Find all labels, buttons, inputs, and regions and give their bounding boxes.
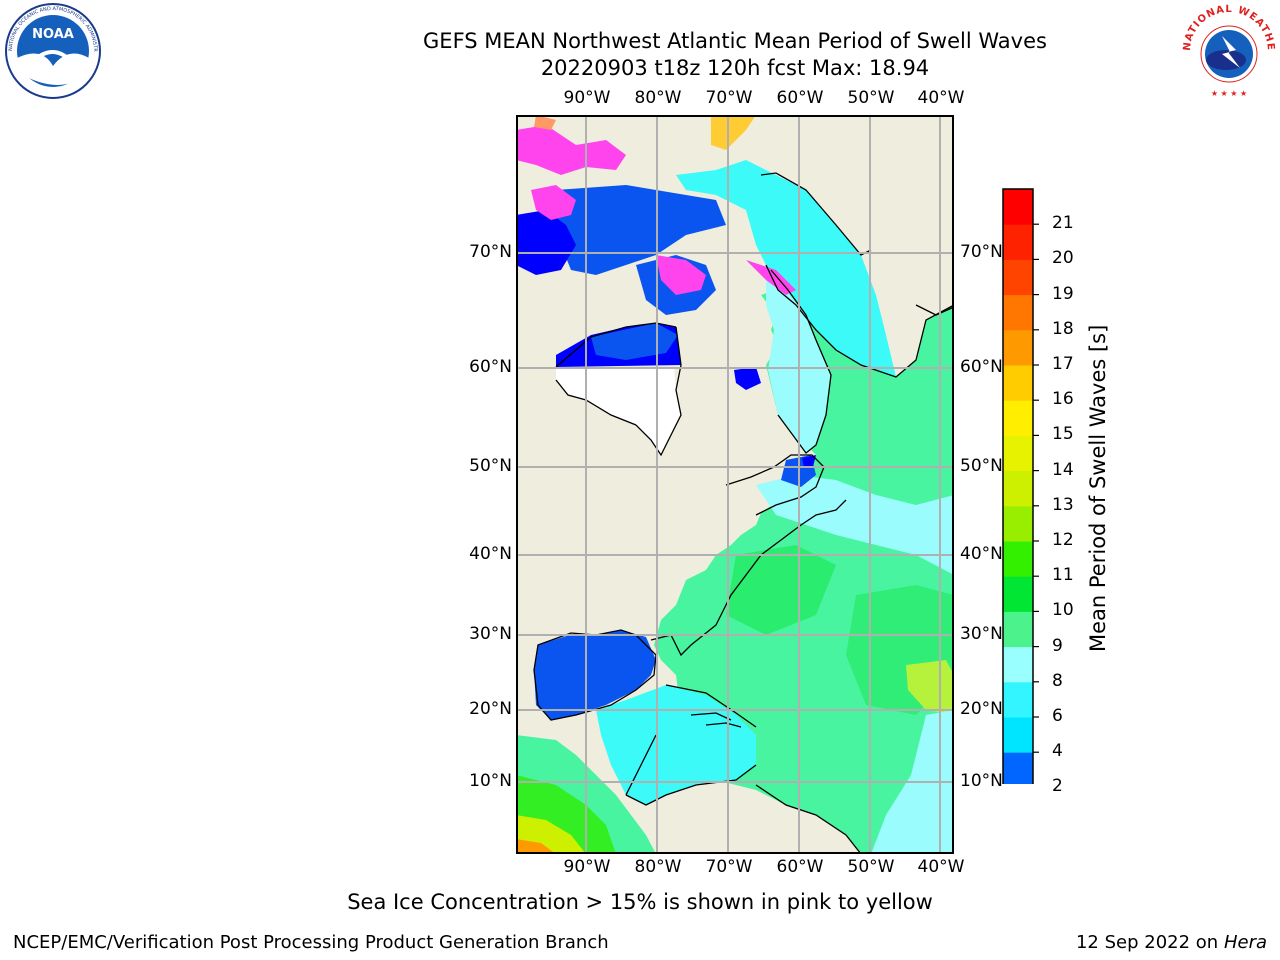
lat-label-left: 50°N — [469, 456, 512, 476]
nws-logo: NATIONAL WEATHER SERVICE ★ ★ ★ ★ — [1178, 2, 1276, 98]
lat-label-left: 60°N — [469, 357, 512, 377]
foxe-basin — [516, 210, 576, 275]
footer-producer: NCEP/EMC/Verification Post Processing Pr… — [13, 932, 609, 953]
colorbar-tick-label: 20 — [1052, 248, 1074, 269]
colorbar-tick-label: 10 — [1052, 600, 1074, 621]
sea-ice-yellow — [711, 115, 756, 150]
lon-label-bottom: 60°W — [776, 857, 824, 877]
eastern-pacific-orange — [516, 839, 556, 854]
colorbar-tick-label: 6 — [1052, 706, 1063, 726]
lat-label-left: 20°N — [469, 699, 512, 719]
colorbar-segment — [1003, 681, 1033, 718]
lat-label-left: 40°N — [469, 544, 512, 564]
colorbar-segment — [1003, 435, 1033, 472]
colorbar-tick-label: 11 — [1052, 565, 1074, 586]
lat-label-left: 30°N — [469, 624, 512, 644]
noaa-logo-text: NOAA — [32, 27, 74, 42]
lat-label-left: 70°N — [469, 242, 512, 262]
colorbar-segment — [1003, 576, 1033, 612]
noaa-logo: NOAA NATIONAL OCEANIC AND ATMOSPHERIC AD… — [2, 2, 101, 99]
lat-label-right: 20°N — [960, 699, 1003, 719]
lon-label-bottom: 40°W — [917, 857, 965, 877]
colorbar-tick-label: 15 — [1052, 424, 1074, 445]
sea-ice-pink-2 — [531, 185, 576, 220]
colorbar-tick-label: 21 — [1052, 213, 1074, 234]
colorbar-segment — [1003, 611, 1033, 648]
footer-machine: Hera — [1223, 932, 1267, 953]
colorbar-tick-label: 8 — [1052, 670, 1063, 691]
colorbar — [1002, 188, 1039, 784]
sea-ice-pink — [516, 125, 626, 175]
colorbar-tick-label: 16 — [1052, 389, 1074, 410]
colorbar-segment — [1003, 646, 1033, 683]
colorbar-segment — [1003, 259, 1033, 296]
footer-date: 12 Sep 2022 on Hera — [1076, 932, 1267, 953]
lat-label-right: 40°N — [960, 544, 1003, 564]
lon-label-top: 40°W — [917, 88, 965, 108]
lon-label-bottom: 80°W — [634, 857, 682, 877]
chart-title: GEFS MEAN Northwest Atlantic Mean Period… — [423, 29, 1047, 53]
colorbar-tick-label: 9 — [1052, 635, 1063, 656]
lon-label-top: 70°W — [705, 88, 753, 108]
lat-label-right: 70°N — [960, 242, 1003, 262]
colorbar-frame — [1002, 188, 1034, 784]
gulf-st-lawrence-dark — [802, 455, 816, 467]
graticule — [516, 115, 954, 854]
colorbar-tick-label: 18 — [1052, 318, 1074, 339]
map-panel — [516, 115, 954, 854]
sea-ice-caption: Sea Ice Concentration > 15% is shown in … — [347, 890, 933, 914]
lat-label-left: 10°N — [469, 771, 512, 791]
shelf-cyan-band — [756, 475, 954, 575]
labrador-sea — [676, 160, 896, 377]
ungava-bay — [734, 367, 761, 390]
lat-label-right: 60°N — [960, 357, 1003, 377]
colorbar-tick-label: 17 — [1052, 354, 1074, 374]
sea-ice-orange — [534, 115, 556, 130]
colorbar-tick-label: 14 — [1052, 459, 1074, 480]
colorbar-segment — [1003, 470, 1033, 507]
chart-subtitle: 20220903 t18z 120h fcst Max: 18.94 — [540, 56, 930, 80]
colorbar-segment — [1003, 224, 1033, 260]
lat-label-right: 30°N — [960, 624, 1003, 644]
map-frame — [516, 115, 954, 854]
colorbar-tick-label: 12 — [1052, 530, 1074, 550]
lon-label-bottom: 90°W — [563, 857, 611, 877]
colorbar-segment — [1003, 400, 1033, 436]
colorbar-segment — [1003, 717, 1033, 753]
gulf-of-mexico — [534, 630, 656, 720]
colorbar-label: Mean Period of Swell Waves [s] — [1086, 324, 1110, 652]
svg-text:★ ★ ★ ★: ★ ★ ★ ★ — [1211, 89, 1247, 98]
lon-label-top: 90°W — [563, 88, 611, 108]
lon-label-top: 50°W — [847, 88, 895, 108]
sea-ice-pink-3 — [656, 255, 706, 295]
colorbar-segment — [1003, 189, 1033, 225]
lon-label-bottom: 70°W — [705, 857, 753, 877]
open-ocean-green — [726, 545, 836, 635]
high-period-yellow — [906, 660, 954, 715]
lat-label-right: 10°N — [960, 771, 1003, 791]
no-data-area — [556, 367, 681, 455]
sea-ice-pink-4 — [746, 260, 796, 295]
colorbar-tick-label: 19 — [1052, 283, 1074, 304]
colorbar-tick-label: 4 — [1052, 741, 1063, 762]
lon-label-top: 80°W — [634, 88, 682, 108]
footer-date-text: 12 Sep 2022 on — [1075, 932, 1219, 953]
lat-label-right: 50°N — [960, 456, 1003, 476]
lon-label-top: 60°W — [776, 88, 824, 108]
colorbar-segment — [1003, 505, 1033, 542]
colorbar-segment — [1003, 541, 1033, 577]
colorbar-tick-label: 2 — [1052, 776, 1063, 797]
colorbar-segment — [1003, 329, 1033, 366]
colorbar-segment — [1003, 752, 1033, 784]
colorbar-segment — [1003, 365, 1033, 401]
colorbar-tick-label: 13 — [1052, 494, 1074, 515]
lon-label-bottom: 50°W — [847, 857, 895, 877]
colorbar-segment — [1003, 294, 1033, 331]
